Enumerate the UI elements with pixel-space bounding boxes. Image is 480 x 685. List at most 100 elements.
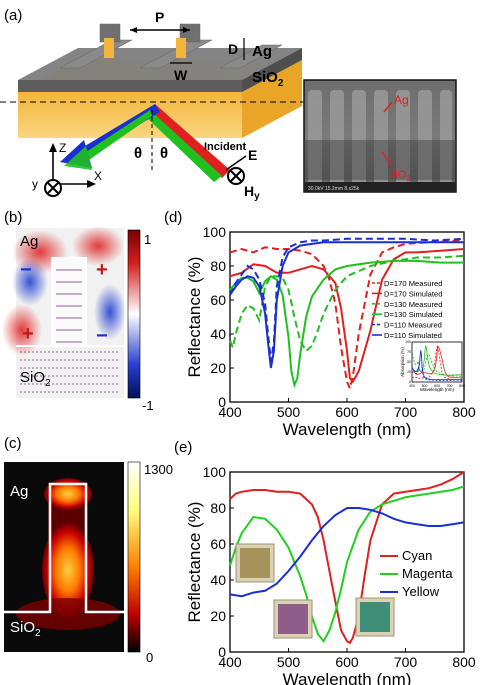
sem-ag-label: Ag	[394, 93, 409, 107]
sem-footer: 30.0kV 15.2mm 8.x25k	[308, 186, 360, 192]
y-tick-label: 20	[210, 360, 226, 376]
reflected-beam-green	[80, 110, 152, 162]
panel-e: (e) 400 500 600 700 800 0 20 40 60 80 100 Wavelengt…	[174, 439, 476, 685]
panel-a-label: (a)	[4, 7, 22, 24]
period-label: P	[155, 9, 164, 25]
chart-e: 400 500 600 700 800 0 20 40 60 80 100 Wavelength (n…	[185, 464, 476, 685]
incident-beam-green	[145, 110, 222, 182]
reflected-arrow-head-green	[64, 146, 92, 170]
field-lobe-blue-left	[12, 258, 48, 306]
inset-series-1	[411, 346, 463, 379]
x-axis-label: Wavelength (nm)	[283, 420, 412, 439]
colorbar-b-min: -1	[142, 398, 154, 413]
b-sign-minus-right: −	[96, 325, 108, 347]
ag-layer-front	[18, 80, 242, 92]
legend-label: D=110 Simulated	[384, 331, 442, 340]
incident-beam-red	[148, 104, 230, 178]
x-tick-label: 600	[335, 404, 359, 420]
e-field-arrow	[225, 155, 247, 171]
inset-x-label: Wavelength (nm)	[420, 387, 455, 392]
inset-series-5	[411, 349, 462, 380]
y-tick-label: 0	[218, 644, 226, 660]
colorbar-b-max: 1	[144, 232, 151, 247]
sem-image: 30.0kV 15.2mm 8.x25k Ag SiO2	[303, 79, 457, 193]
axis-x-label: X	[94, 169, 102, 183]
inset-y-tick: 25	[407, 370, 411, 374]
heat-top-hotspot	[44, 478, 92, 510]
c-ag-label: Ag	[10, 483, 28, 500]
series-line-4	[229, 237, 465, 362]
inset-x-tick: 600	[434, 384, 440, 388]
b-sio2-label: SiO2	[20, 369, 51, 389]
x-tick-label: 500	[277, 654, 301, 670]
x-tick-label: 800	[452, 404, 476, 420]
b-sign-plus-right: +	[96, 259, 108, 281]
e-field-label: E	[248, 147, 257, 163]
heat-base-glow	[16, 598, 120, 630]
panel-e-label: (e)	[174, 439, 192, 456]
series-line-0	[229, 471, 465, 645]
legend-label: D=170 Measured	[384, 279, 442, 288]
panel-c: (c) Ag SiO2 1300 0	[4, 435, 173, 665]
panel-b-label: (b)	[4, 209, 22, 226]
colorbar-c-max: 1300	[144, 462, 173, 477]
y-tick-label: 100	[203, 464, 227, 480]
panel-c-label: (c)	[4, 435, 22, 452]
colorbar-c-min: 0	[146, 650, 153, 665]
legend-label: D=130 Simulated	[384, 310, 442, 319]
y-tick-label: 20	[210, 608, 226, 624]
y-axis-label: Reflectance (%)	[185, 502, 204, 623]
slit-outline-c	[4, 482, 124, 614]
x-tick-label: 700	[394, 654, 418, 670]
inset-series-4	[411, 351, 463, 381]
axis-x-head	[87, 180, 96, 188]
inset-x-tick: 700	[447, 384, 453, 388]
axis-z-head	[49, 143, 57, 152]
inset-y-tick: 100	[405, 340, 411, 344]
x-tick-label: 600	[335, 654, 359, 670]
sem-sio2-pointer	[381, 151, 393, 167]
y-tick-label: 0	[218, 394, 226, 410]
colorbar-b	[127, 229, 141, 399]
b-sign-plus-left: +	[22, 323, 34, 345]
field-lobe-red-right	[72, 226, 124, 266]
incident-label: Incident	[204, 141, 247, 153]
x-tick-label: 400	[218, 654, 242, 670]
x-tick-label: 500	[277, 404, 301, 420]
legend-label: D=110 Measured	[384, 321, 442, 330]
y-axis-label: Reflectance (%)	[185, 257, 204, 378]
series-line-0	[229, 239, 465, 392]
h-field-label: Hy	[244, 183, 260, 202]
legend-label: D=170 Simulated	[384, 289, 442, 298]
width-label: W	[174, 67, 188, 83]
inset-y-tick: 0	[409, 380, 411, 384]
y-tick-label: 80	[210, 500, 226, 516]
x-tick-label: 400	[218, 404, 242, 420]
theta-left: θ	[134, 145, 142, 162]
inset-y-tick: 50	[407, 360, 411, 364]
field-arrows-slit	[56, 269, 82, 343]
sample-photo	[360, 602, 390, 632]
inset-x-tick: 800	[459, 384, 465, 388]
y-tick-label: 40	[210, 572, 226, 588]
legend-label: Magenta	[402, 566, 453, 581]
slit-outline-b	[51, 257, 87, 346]
series-line-2	[229, 254, 465, 353]
ag-label: Ag	[252, 43, 272, 60]
y-tick-label: 40	[210, 326, 226, 342]
inset-y-tick: 75	[407, 350, 411, 354]
sio2-label: SiO2	[252, 69, 284, 89]
legend-label: Cyan	[402, 548, 432, 563]
series-line-5	[229, 241, 464, 369]
h-field-cross	[229, 169, 243, 183]
depth-label: D	[228, 41, 238, 57]
field-lobe-red-bottom	[2, 304, 42, 356]
series-line-1	[229, 485, 465, 644]
period-arrow-head-right	[183, 27, 190, 33]
theta-right: θ	[160, 145, 168, 162]
field-lobe-blue-right	[94, 284, 126, 340]
x-axis-label: Wavelength (nm)	[283, 670, 412, 685]
sio2-slab-front	[18, 92, 242, 138]
y-tick-label: 60	[210, 292, 226, 308]
